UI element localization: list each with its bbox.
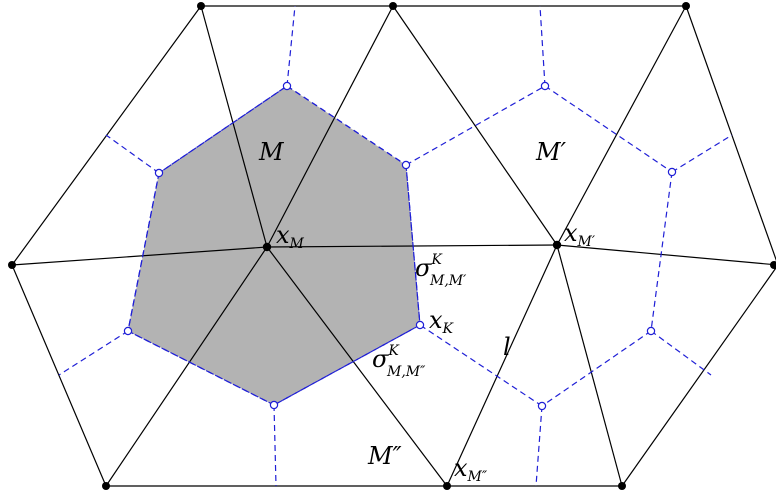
primal-vertices	[8, 2, 776, 490]
label-x-M: xM	[276, 221, 305, 252]
label-M-dprime: M″	[367, 442, 402, 470]
control-volume-M	[128, 86, 420, 405]
label-M: M	[258, 138, 285, 166]
label-sigma-M-Mprime: σK M,M′	[415, 252, 467, 289]
label-x-M-dprime: xM″	[454, 454, 488, 485]
primal-edges	[11, 5, 776, 487]
label-M-prime: M′	[535, 138, 567, 166]
label-sigma-M-Mdprime: σK M,M″	[372, 343, 426, 380]
label-l: l	[503, 333, 511, 361]
dual-nodes	[123, 81, 677, 411]
label-x-K: xK	[429, 306, 455, 337]
label-x-M-prime: xM′	[564, 219, 596, 250]
